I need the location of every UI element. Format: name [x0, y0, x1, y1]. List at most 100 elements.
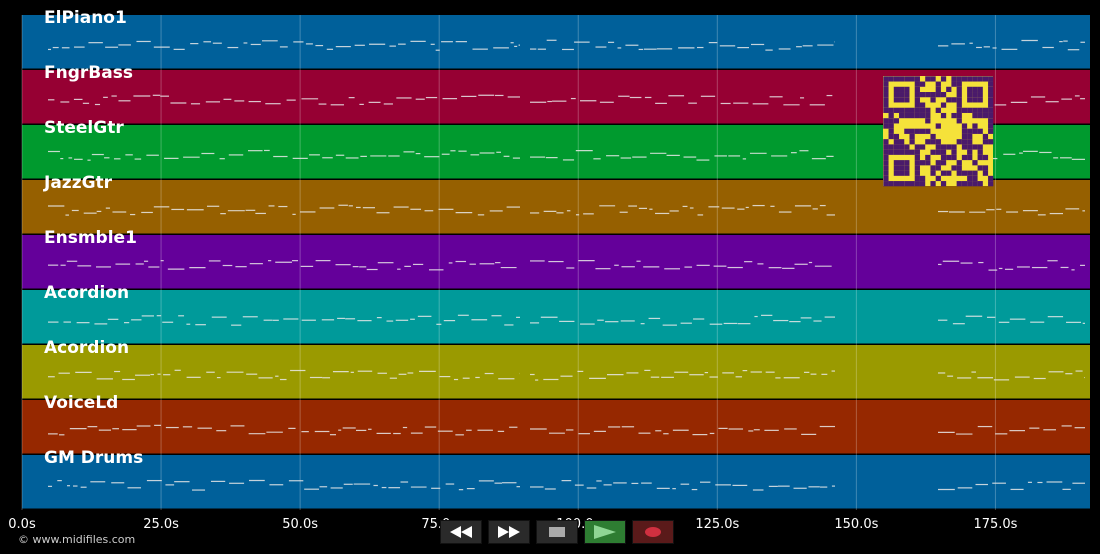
qr-module	[925, 118, 931, 124]
qr-module	[935, 81, 941, 87]
qr-module	[919, 107, 926, 113]
qr-module	[904, 97, 910, 103]
rewind-button[interactable]	[440, 520, 482, 544]
qr-module	[904, 160, 910, 166]
qr-module	[899, 149, 905, 155]
qr-module	[914, 165, 920, 171]
qr-module	[977, 165, 983, 171]
qr-module	[967, 76, 973, 82]
qr-module	[946, 170, 952, 176]
qr-module	[904, 128, 910, 134]
qr-module	[940, 112, 947, 119]
qr-module	[956, 118, 962, 124]
qr-module	[899, 112, 905, 119]
qr-module	[930, 170, 936, 176]
qr-module	[914, 112, 920, 119]
qr-module	[904, 149, 910, 155]
track-name: ElPiano1	[44, 8, 127, 28]
qr-module	[893, 86, 900, 93]
stop-button[interactable]	[536, 520, 578, 544]
qr-module	[967, 170, 973, 176]
qr-module	[930, 76, 936, 82]
qr-module	[951, 112, 957, 119]
qr-module	[899, 170, 905, 176]
qr-module	[904, 86, 910, 93]
icon	[594, 525, 616, 539]
qr-module	[925, 92, 931, 98]
qr-module	[904, 92, 910, 98]
qr-module	[956, 97, 962, 103]
qr-module	[893, 76, 900, 82]
qr-module	[961, 107, 968, 113]
qr-module	[919, 92, 926, 98]
track-band	[22, 345, 1090, 399]
qr-module	[982, 154, 989, 161]
record-button[interactable]	[632, 520, 674, 544]
qr-module	[899, 181, 905, 187]
icon	[549, 527, 565, 537]
qr-module	[972, 92, 978, 98]
track-band	[22, 455, 1090, 509]
qr-module	[899, 165, 905, 171]
qr-module	[977, 92, 983, 98]
qr-module	[967, 133, 973, 140]
qr-module	[904, 76, 910, 82]
qr-module	[967, 144, 973, 150]
qr-module	[919, 160, 926, 166]
qr-module	[961, 139, 968, 145]
qr-module	[972, 175, 978, 182]
qr-module	[935, 92, 941, 98]
qr-module	[914, 175, 920, 182]
qr-module	[893, 133, 900, 140]
qr-module	[914, 107, 920, 113]
icon	[498, 526, 520, 538]
qr-module	[988, 86, 994, 93]
qr-module	[909, 133, 915, 140]
qr-module	[967, 107, 973, 113]
qr-module	[935, 107, 941, 113]
track-name: Acordion	[44, 338, 129, 358]
qr-module	[888, 123, 894, 129]
qr-module	[904, 112, 910, 119]
qr-module	[988, 123, 994, 129]
qr-module	[883, 76, 889, 82]
qr-module	[883, 181, 889, 187]
qr-module	[988, 181, 994, 187]
qr-module	[967, 149, 973, 155]
qr-module	[935, 160, 941, 166]
qr-module	[888, 112, 894, 119]
qr-module	[951, 154, 957, 161]
qr-module	[961, 181, 968, 187]
qr-module	[899, 160, 905, 166]
qr-module	[914, 144, 920, 150]
qr-module	[914, 149, 920, 155]
qr-module	[967, 86, 973, 93]
notes	[48, 39, 1085, 491]
labels: ElPiano1 FngrBass SteelGtr JazzGtr Ensmble1 A…	[8, 8, 1017, 532]
qr-module	[946, 86, 952, 93]
qr-module	[904, 170, 910, 176]
qr-module	[893, 92, 900, 98]
qr-module	[909, 76, 915, 82]
qr-module	[888, 107, 894, 113]
forward-button[interactable]	[488, 520, 530, 544]
qr-module	[919, 81, 926, 87]
qr-module	[956, 92, 962, 98]
qr-module	[940, 92, 947, 98]
qr-module	[914, 86, 920, 93]
qr-module	[893, 160, 900, 166]
play-button[interactable]	[584, 520, 626, 544]
qr-module	[988, 107, 994, 113]
qr-module	[940, 170, 947, 176]
qr-module	[893, 181, 900, 187]
transport-controls	[440, 520, 674, 544]
qr-module	[899, 86, 905, 93]
tick-label: 175.0s	[973, 517, 1017, 532]
qr-module	[883, 170, 889, 176]
qr-module	[956, 86, 962, 93]
qr-module	[961, 170, 968, 176]
qr-module	[930, 165, 936, 171]
qr-module	[977, 86, 983, 93]
qr-module	[888, 128, 894, 134]
qr-module	[977, 149, 983, 155]
